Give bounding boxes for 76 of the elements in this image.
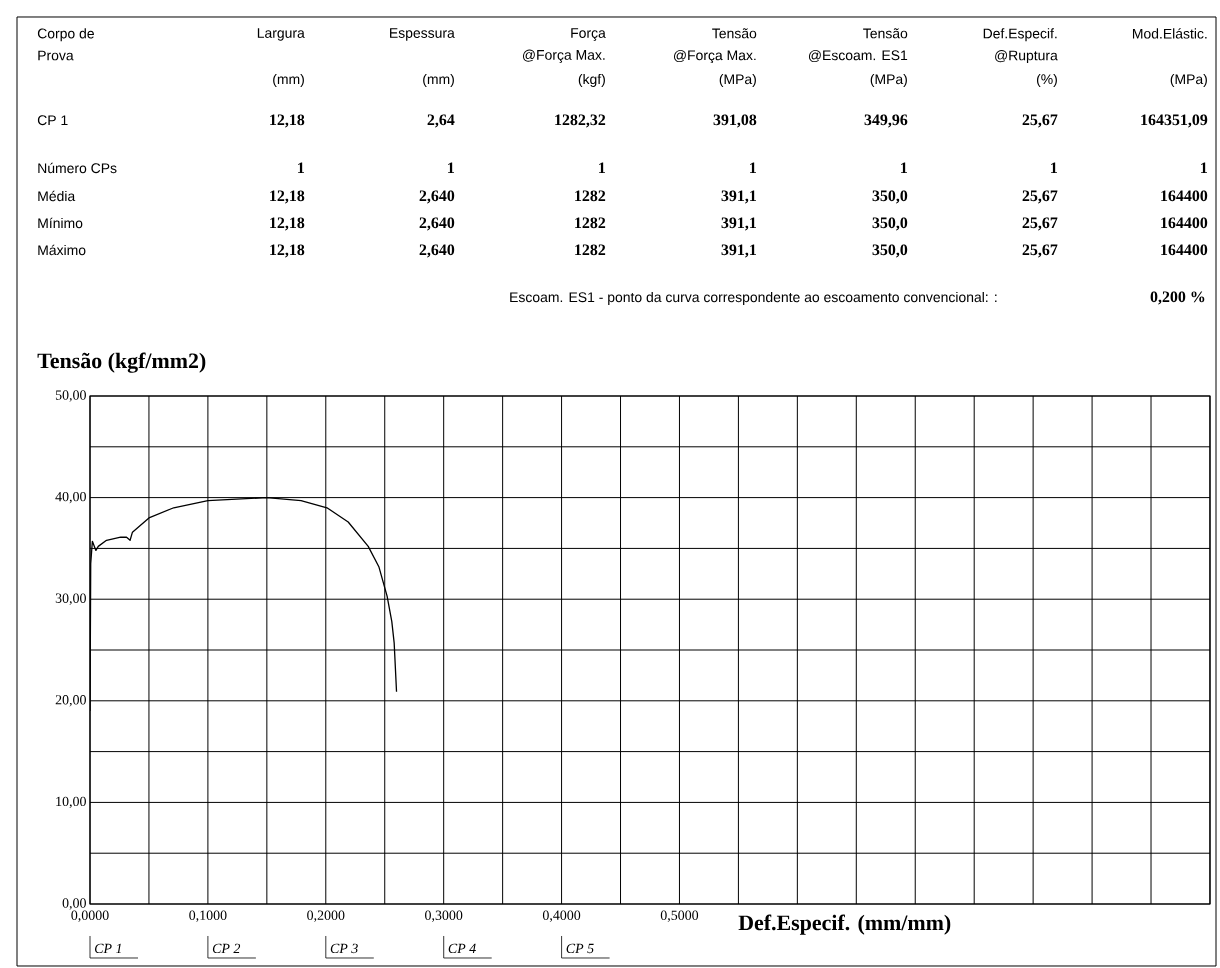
text: 12,18 — [270, 190, 305, 204]
text: 1 — [750, 162, 756, 173]
text: 2,640 — [419, 244, 455, 258]
x-axis-title: Def.Especif. (mm/mm) — [738, 914, 951, 935]
text: 349,96 — [864, 114, 908, 128]
text: 1282 — [575, 190, 606, 202]
text: 164351,09 — [1141, 114, 1208, 128]
text: 2,640 — [419, 217, 455, 231]
text: (mm) — [423, 73, 454, 87]
text: CP 5 — [566, 943, 594, 954]
text: 1282 — [575, 217, 606, 229]
text: Força @Força Max. — [522, 28, 606, 63]
text: Escoam. ES1 - ponto da curva correspondente ao escoamento convencional: : — [510, 291, 997, 305]
text: 1 — [901, 162, 907, 173]
text: 25,67 — [1022, 244, 1058, 258]
text: 164400 — [1161, 244, 1208, 256]
text: 1 — [448, 162, 454, 173]
text: 0,200 % — [1150, 291, 1205, 305]
text: CP 3 — [330, 943, 358, 954]
x-tick-label: 0,4000 — [542, 910, 581, 922]
y-tick-label: 30,00 — [55, 593, 86, 605]
text: 2,64 — [427, 114, 455, 128]
text: 1282,32 — [555, 114, 606, 128]
text: Média — [38, 190, 76, 202]
text: 25,67 — [1022, 190, 1058, 204]
text: 391,1 — [721, 217, 756, 231]
text: 12,18 — [270, 114, 305, 128]
text: 1 — [1201, 162, 1207, 173]
text: 391,1 — [721, 244, 756, 258]
text: 391,08 — [713, 114, 757, 128]
text: 1 — [599, 162, 605, 173]
text: 1282 — [575, 244, 606, 256]
text: 350,0 — [872, 217, 908, 231]
x-tick-label: 0,3000 — [425, 910, 463, 922]
text: 350,0 — [872, 244, 908, 258]
y-tick-label: 0,00 — [62, 898, 86, 910]
text: 391,1 — [721, 190, 756, 204]
text: 164400 — [1161, 217, 1208, 229]
text: (kgf) — [578, 73, 605, 87]
text: Mod.Elástic. — [1132, 28, 1207, 39]
y-tick-label: 50,00 — [55, 390, 86, 402]
text: CP 2 — [212, 943, 241, 954]
text: 1 — [1051, 162, 1057, 173]
text: Espessura — [390, 28, 455, 41]
text: 12,18 — [270, 217, 305, 231]
text: Corpo de Prova — [37, 28, 94, 61]
text: Tensão @Escoam. ES1 — [808, 28, 908, 63]
text: (mm) — [273, 73, 304, 87]
text: Tensão @Força Max. — [673, 28, 757, 64]
y-axis-title: Tensão (kgf/mm2) — [37, 352, 206, 373]
x-tick-label: 0,2000 — [307, 910, 345, 922]
text: Def.Especif. @Ruptura — [983, 28, 1058, 64]
y-tick-label: 20,00 — [55, 695, 86, 707]
text: (%) — [1036, 73, 1057, 87]
text: (MPa) — [1170, 73, 1207, 87]
text: 350,0 — [872, 190, 908, 204]
text: Máximo — [38, 244, 86, 256]
text: CP 4 — [448, 943, 476, 954]
text: (MPa) — [870, 73, 907, 87]
text: Número CPs — [38, 162, 117, 174]
y-tick-label: 40,00 — [55, 491, 86, 504]
text: (MPa) — [719, 73, 756, 87]
y-tick-label: 10,00 — [56, 796, 86, 809]
x-tick-label: 0,0000 — [71, 910, 109, 922]
text: CP 1 — [37, 115, 68, 126]
text: CP 1 — [94, 943, 121, 954]
text: 25,67 — [1022, 114, 1058, 128]
x-tick-label: 0,5000 — [660, 910, 699, 922]
text: 25,67 — [1022, 217, 1058, 231]
text: Mínimo — [38, 217, 83, 229]
text: 164400 — [1161, 190, 1208, 202]
text: 12,18 — [270, 244, 305, 258]
text: 1 — [298, 162, 304, 173]
x-tick-label: 0,1000 — [189, 910, 227, 922]
text: 2,640 — [419, 190, 455, 204]
text: Largura — [257, 28, 305, 41]
